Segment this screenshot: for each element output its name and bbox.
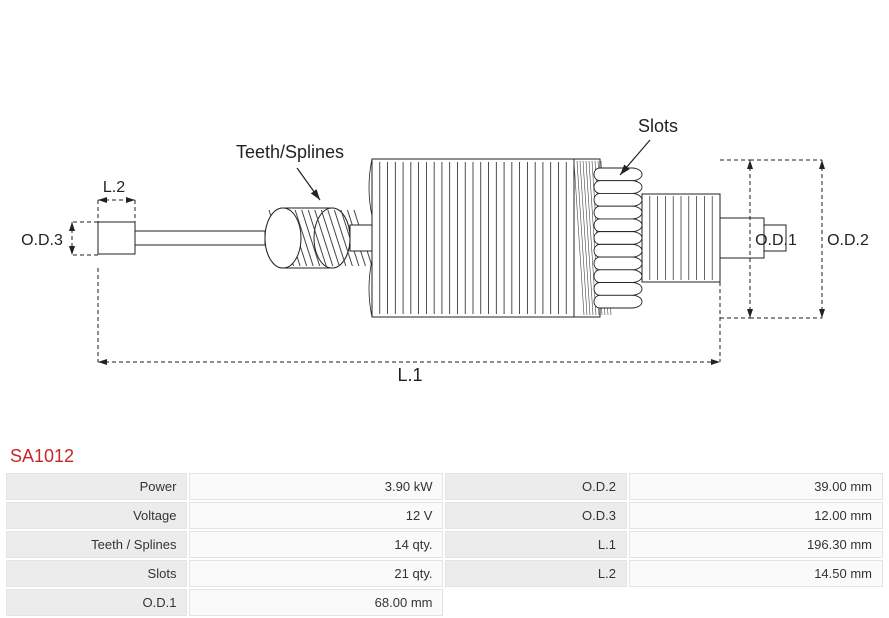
diagram-label-slots: Slots (638, 116, 678, 136)
spec-value: 14 qty. (189, 531, 443, 558)
armature-diagram: Teeth/Splines Slots L.1 L.2 O.D.1 O.D.2 O.D.3 (0, 0, 889, 440)
spec-label: O.D.1 (6, 589, 187, 616)
spec-value (629, 589, 883, 616)
spec-row: Teeth / Splines14 qty.L.1196.30 mm (6, 531, 883, 558)
spec-label: Power (6, 473, 187, 500)
spec-row: O.D.168.00 mm (6, 589, 883, 616)
spec-label: Teeth / Splines (6, 531, 187, 558)
spec-label: O.D.2 (445, 473, 626, 500)
spec-row: Slots21 qty.L.214.50 mm (6, 560, 883, 587)
spec-row: Voltage12 VO.D.312.00 mm (6, 502, 883, 529)
spec-value: 196.30 mm (629, 531, 883, 558)
spec-row: Power3.90 kWO.D.239.00 mm (6, 473, 883, 500)
spec-value: 12.00 mm (629, 502, 883, 529)
spec-label: L.1 (445, 531, 626, 558)
spec-value: 39.00 mm (629, 473, 883, 500)
spec-value: 3.90 kW (189, 473, 443, 500)
spec-value: 12 V (189, 502, 443, 529)
spec-label: Slots (6, 560, 187, 587)
spec-label: L.2 (445, 560, 626, 587)
spec-label: O.D.3 (445, 502, 626, 529)
diagram-label-OD1: O.D.1 (755, 232, 797, 249)
spec-table: Power3.90 kWO.D.239.00 mmVoltage12 VO.D.… (0, 471, 889, 618)
diagram-label-L1: L.1 (397, 365, 422, 385)
spec-value: 14.50 mm (629, 560, 883, 587)
part-number-title: SA1012 (0, 440, 889, 471)
spec-label (445, 589, 626, 616)
diagram-label-L2: L.2 (103, 179, 125, 196)
diagram-label-OD3: O.D.3 (21, 232, 63, 249)
diagram-label-teeth_splines: Teeth/Splines (236, 142, 344, 162)
spec-value: 68.00 mm (189, 589, 443, 616)
spec-label: Voltage (6, 502, 187, 529)
spec-value: 21 qty. (189, 560, 443, 587)
diagram-label-OD2: O.D.2 (827, 232, 869, 249)
